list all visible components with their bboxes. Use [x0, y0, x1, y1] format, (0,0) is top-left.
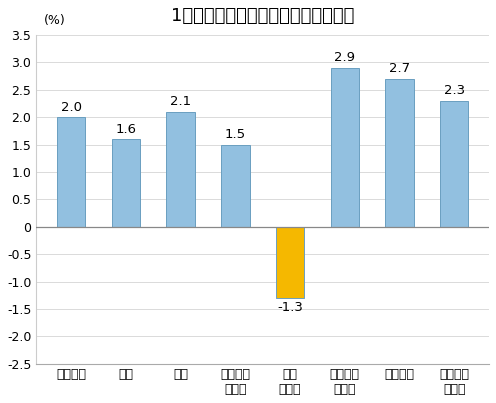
Text: -1.3: -1.3	[277, 301, 303, 314]
Bar	[276, 227, 304, 298]
Bar	[330, 68, 359, 227]
Text: 2.1: 2.1	[170, 96, 191, 108]
Bar	[385, 79, 414, 227]
Text: 2.7: 2.7	[389, 62, 410, 75]
Text: 2.0: 2.0	[61, 101, 82, 114]
Text: 2.9: 2.9	[334, 52, 355, 64]
Bar	[57, 117, 85, 227]
Bar	[166, 112, 195, 227]
Title: 1月份居民消费价格分类别同比涨跌幅: 1月份居民消费价格分类别同比涨跌幅	[171, 7, 354, 25]
Bar	[221, 145, 249, 227]
Text: 2.3: 2.3	[444, 84, 465, 98]
Bar	[440, 101, 469, 227]
Text: (%): (%)	[44, 14, 65, 27]
Bar	[112, 139, 140, 227]
Text: 1.5: 1.5	[225, 128, 246, 141]
Text: 1.6: 1.6	[116, 123, 136, 136]
